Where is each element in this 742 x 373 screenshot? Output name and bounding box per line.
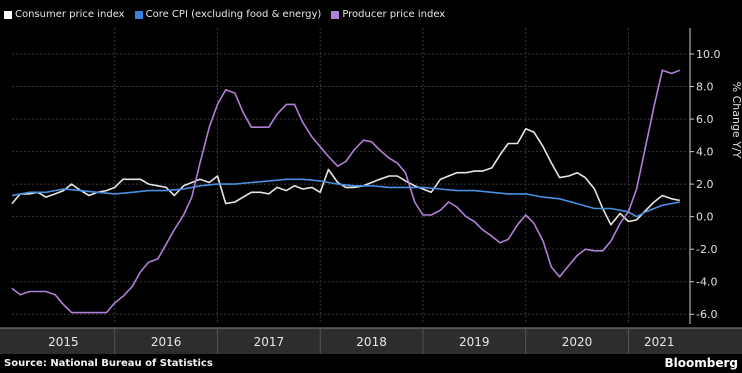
x-tick-label-3: 2018 <box>356 335 387 349</box>
legend-item-core-cpi: Core CPI (excluding food & energy) <box>134 9 322 20</box>
legend-item-ppi: Producer price index <box>331 9 445 20</box>
legend-item-cpi: Consumer price index <box>4 9 125 20</box>
y-tick-label-1: 8.0 <box>696 81 714 94</box>
x-tick-label-0: 2015 <box>48 335 79 349</box>
y-tick-label-0: 10.0 <box>696 48 721 61</box>
legend-swatch-ppi <box>331 10 340 19</box>
y-tick-label-3: 4.0 <box>696 146 714 159</box>
y-tick-label-2: 6.0 <box>696 113 714 126</box>
chart-legend: Consumer price index Core CPI (excluding… <box>4 9 445 20</box>
y-tick-label-5: 0.0 <box>696 211 714 224</box>
legend-swatch-cpi <box>4 10 12 19</box>
x-tick-label-5: 2020 <box>562 335 593 349</box>
x-tick-label-6: 2021 <box>644 335 675 349</box>
x-tick-label-4: 2019 <box>459 335 490 349</box>
x-tick-label-2: 2017 <box>254 335 285 349</box>
series-line-0 <box>11 128 680 226</box>
y-tick-label-7: -4.0 <box>696 276 717 289</box>
series-line-1 <box>11 178 680 218</box>
legend-swatch-core-cpi <box>134 10 143 19</box>
bloomberg-logo: Bloomberg <box>664 356 739 370</box>
y-axis-title: % Change Y/Y <box>730 82 742 159</box>
legend-label-cpi: Consumer price index <box>15 9 125 20</box>
series-line-2 <box>11 69 681 314</box>
y-tick-label-6: -2.0 <box>696 243 717 256</box>
legend-label-core-cpi: Core CPI (excluding food & energy) <box>145 9 322 20</box>
y-tick-label-8: -6.0 <box>696 308 717 321</box>
source-note: Source: National Bureau of Statistics <box>4 358 213 369</box>
y-tick-label-4: 2.0 <box>696 178 714 191</box>
legend-label-ppi: Producer price index <box>342 9 446 20</box>
x-axis-band <box>0 328 742 354</box>
x-tick-label-1: 2016 <box>151 335 182 349</box>
